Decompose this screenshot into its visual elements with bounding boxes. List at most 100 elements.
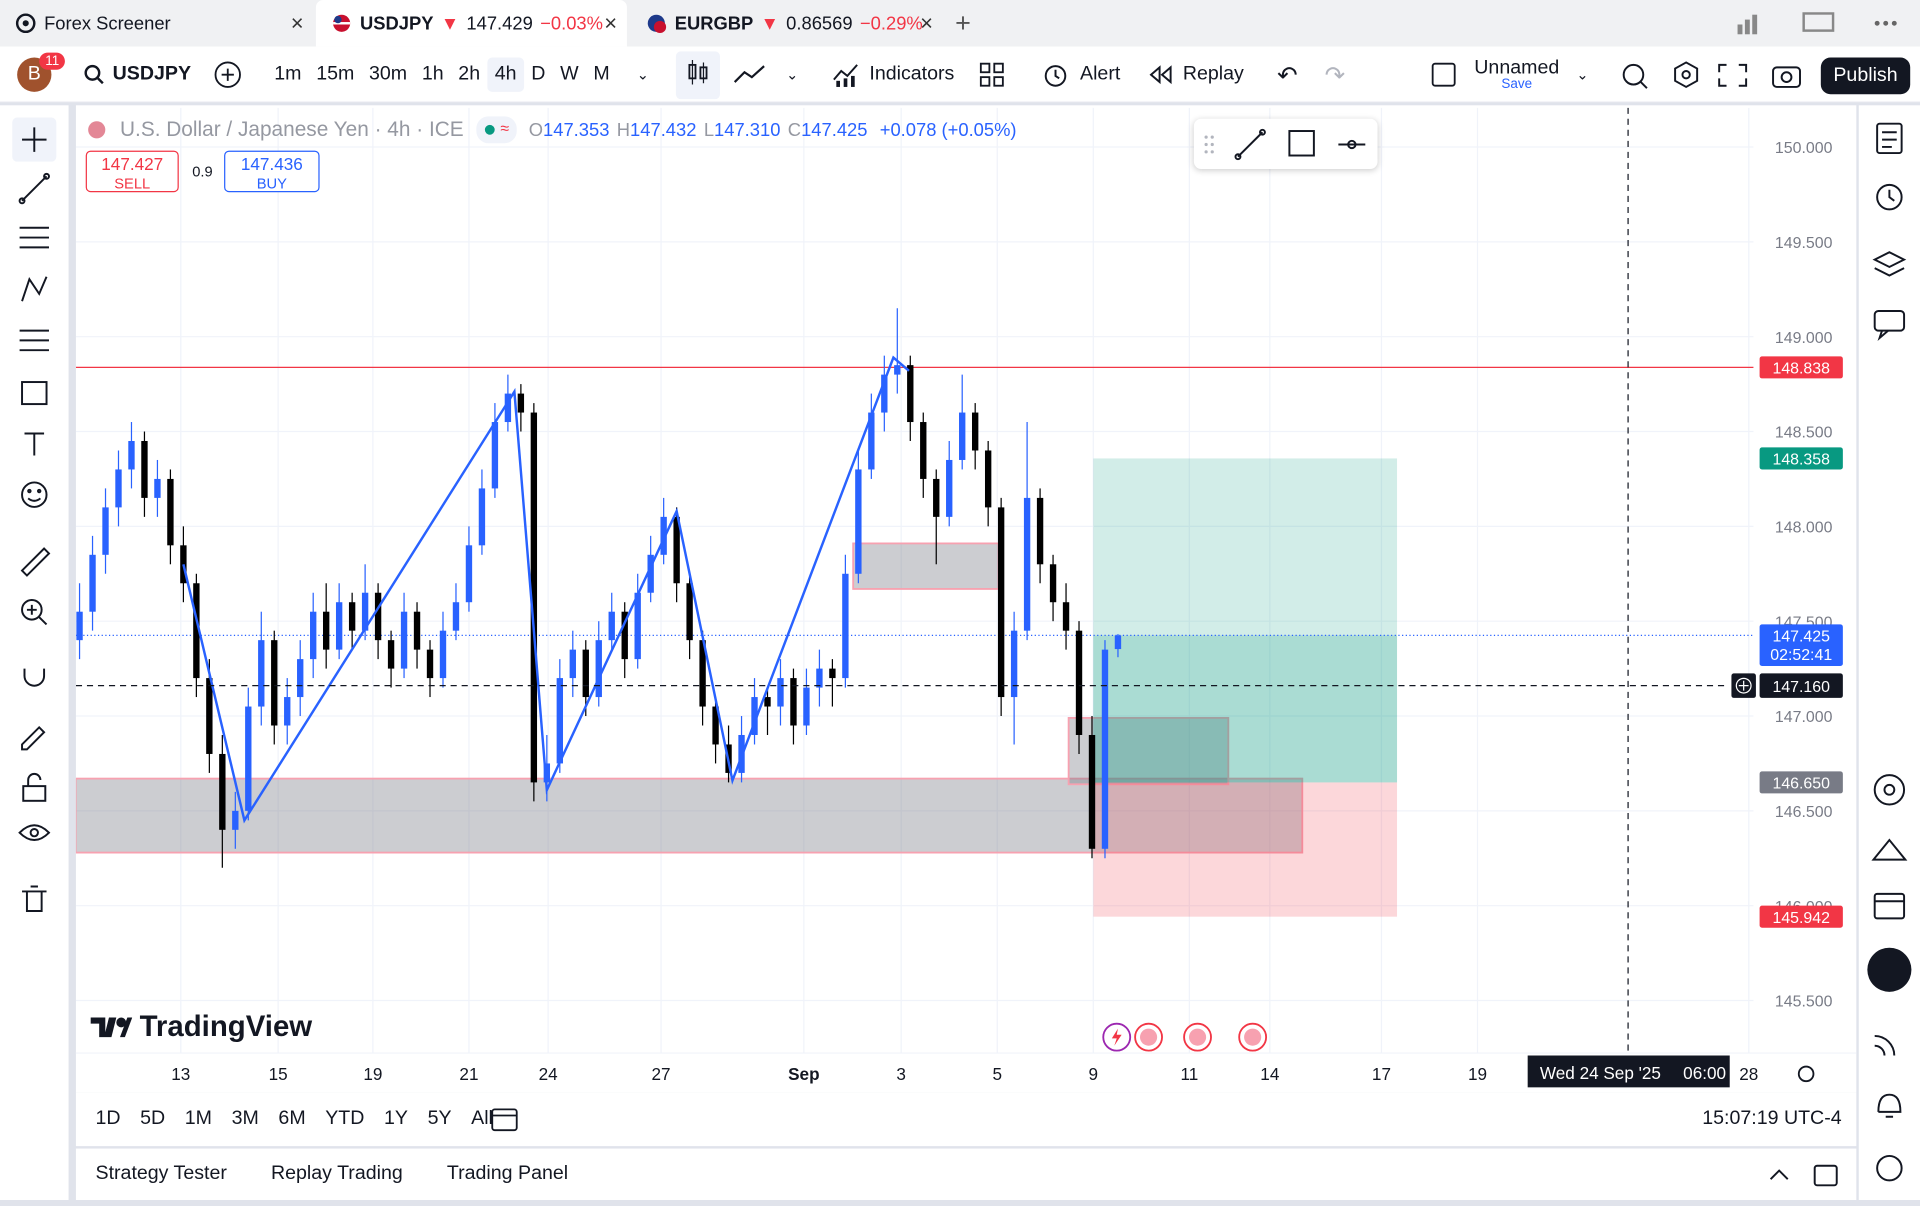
candle-body <box>89 554 96 612</box>
ohlc-value: 147.310 <box>714 119 781 141</box>
panel-tab[interactable]: Trading Panel <box>446 1163 569 1185</box>
new-tab[interactable]: + <box>955 7 971 38</box>
x-tick-label: 21 <box>459 1064 478 1084</box>
icon <box>1044 65 1067 87</box>
icon <box>214 61 241 88</box>
interval-menu[interactable]: ⌄ <box>636 66 650 84</box>
candle-body <box>933 478 940 517</box>
x-tick-label: 9 <box>1089 1064 1099 1084</box>
candle-body <box>335 602 343 650</box>
price-tag-label: 147.425 <box>1772 629 1830 646</box>
plot <box>75 107 1754 1054</box>
interval[interactable]: W <box>560 63 579 85</box>
panel-tab[interactable]: Replay Trading <box>270 1163 403 1185</box>
candle-body <box>374 592 382 641</box>
candle-body <box>1049 564 1057 603</box>
candle-body <box>504 393 512 423</box>
interval[interactable]: 15m <box>316 63 355 85</box>
interval[interactable]: 1m <box>274 63 302 85</box>
interval[interactable]: 2h <box>458 63 481 85</box>
indicators[interactable]: Indicators <box>833 47 954 103</box>
candle-body <box>232 810 239 830</box>
goto-date[interactable] <box>490 1106 519 1133</box>
interval[interactable]: M <box>593 63 610 85</box>
x-tick-label: 11 <box>1180 1064 1198 1084</box>
avatar[interactable]: B 11 <box>17 47 66 103</box>
candle-body <box>219 753 226 830</box>
close[interactable]: × <box>290 10 304 35</box>
candle-body <box>829 668 836 679</box>
interval[interactable]: 1h <box>421 63 444 85</box>
buy-button[interactable]: 147.436 BUY <box>224 150 320 193</box>
candle-body <box>491 422 499 489</box>
interval[interactable]: 30m <box>369 63 408 85</box>
ohlc-value: 147.353 <box>543 119 610 141</box>
range-button[interactable]: 5Y <box>427 1108 452 1129</box>
candle-body <box>868 412 875 470</box>
event-icons <box>1102 1022 1268 1052</box>
tab[interactable]: USDJPY ▼ 147.429 −0.03% × <box>315 0 627 47</box>
y-tick-label: 148.500 <box>1775 425 1833 442</box>
axes: 150.000149.500149.000148.500148.000147.5… <box>75 140 1857 1088</box>
candle-body <box>1023 497 1031 631</box>
panel-tab[interactable]: Strategy Tester <box>95 1163 227 1185</box>
sell-button[interactable]: 147.427 SELL <box>85 150 179 193</box>
candle-body <box>894 365 901 375</box>
ohlc: O147.353 H147.432 L147.310 C147.425 <box>529 119 868 140</box>
range-button[interactable]: All <box>471 1108 493 1129</box>
range-button[interactable]: 5D <box>140 1108 166 1129</box>
alert[interactable]: Alert <box>1041 47 1120 103</box>
panel-tabs: Strategy Tester Replay Trading Trading Pan… <box>96 1149 569 1200</box>
layout[interactable]: Unnamed Save ⌄ <box>1430 47 1589 103</box>
price-tag-label: 148.838 <box>1772 361 1830 378</box>
tab[interactable]: EURGBP ▼ 0.86569 −0.29% × <box>631 0 943 47</box>
templates[interactable] <box>979 47 1004 103</box>
candle-body <box>855 469 862 574</box>
tab-price: 147.429 <box>466 12 533 34</box>
interval[interactable]: 4h <box>487 57 524 92</box>
publish-button[interactable]: Publish <box>1820 57 1911 95</box>
icon <box>333 14 351 32</box>
compare[interactable] <box>213 47 242 103</box>
candle-body <box>465 545 473 603</box>
range-button[interactable]: 1D <box>95 1108 121 1129</box>
close[interactable]: × <box>604 10 618 35</box>
interval[interactable]: D <box>531 63 546 85</box>
spread: 0.9 <box>192 162 213 181</box>
candle-body <box>673 516 680 584</box>
close[interactable]: × <box>920 10 934 35</box>
replay[interactable]: Replay <box>1149 47 1244 103</box>
price-tag <box>1759 356 1843 379</box>
settings-icon[interactable] <box>1797 1065 1815 1083</box>
candle-body <box>258 640 265 707</box>
candle-body <box>128 441 135 470</box>
range-button[interactable]: 6M <box>278 1108 306 1129</box>
range-button[interactable]: 3M <box>231 1108 259 1129</box>
candle-body <box>984 450 992 508</box>
zone-box <box>75 777 1304 854</box>
chart-type[interactable] <box>675 47 721 103</box>
y-tick-label: 149.000 <box>1775 330 1833 347</box>
buy-price: 147.436 <box>240 154 303 174</box>
symbol-search[interactable]: USDJPY <box>83 47 191 103</box>
x-tick-label: 3 <box>896 1064 906 1084</box>
range-button[interactable]: 1M <box>184 1108 213 1129</box>
icon <box>647 14 667 34</box>
candle-body <box>180 545 187 584</box>
window-icons <box>1737 12 1897 35</box>
range-button[interactable]: 1Y <box>384 1108 408 1129</box>
range-button[interactable]: YTD <box>325 1108 365 1129</box>
tab[interactable]: Forex Screener × <box>0 0 313 47</box>
candle-body <box>1062 602 1070 631</box>
candle-body <box>193 583 200 679</box>
tab-arrow: ▼ <box>760 12 779 34</box>
undo[interactable]: ↶ <box>1277 61 1298 89</box>
target-zone <box>1093 458 1398 783</box>
line-type[interactable]: ⌄ <box>732 47 798 103</box>
y-tick-label: 148.000 <box>1775 519 1833 536</box>
redo[interactable]: ↷ <box>1324 61 1346 89</box>
ohlc-key: C <box>787 119 802 141</box>
candle-body <box>842 573 849 679</box>
save[interactable]: Save <box>1501 76 1533 92</box>
drawing-toolbar <box>0 105 69 1201</box>
